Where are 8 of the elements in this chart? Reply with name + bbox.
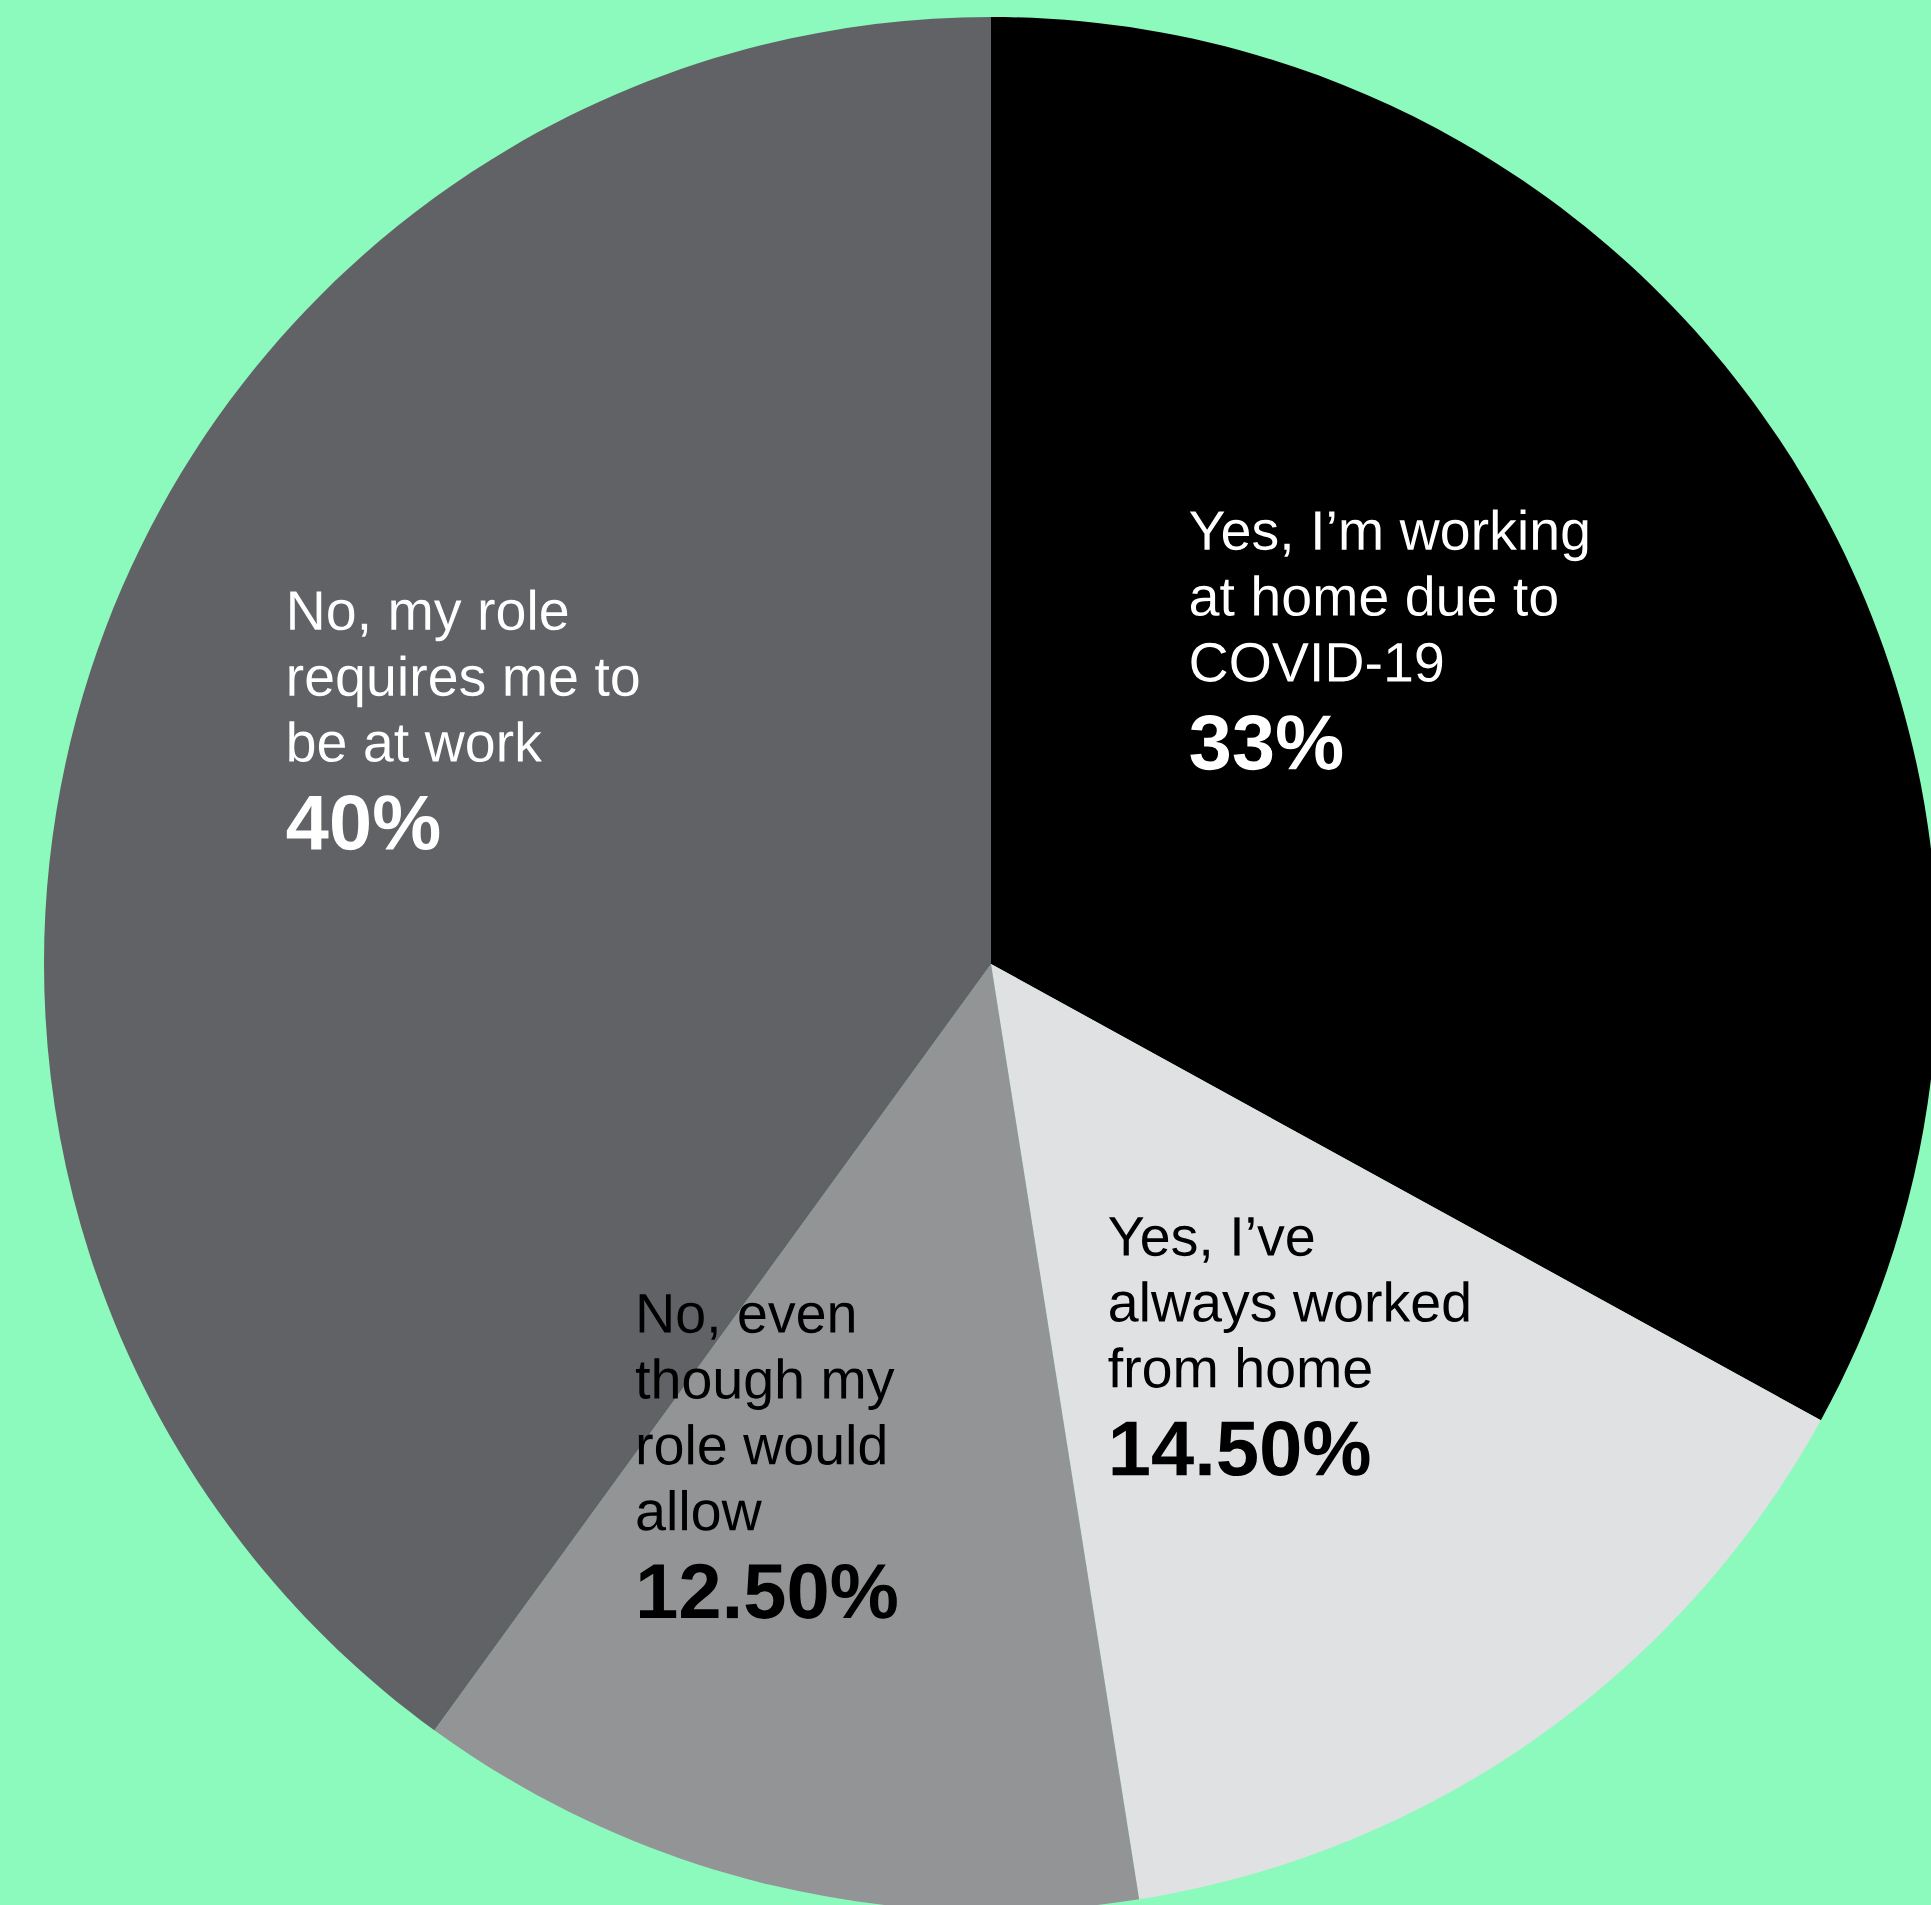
slice-label: No, even though my role would allow — [635, 1294, 895, 1531]
data-label: 12.50% — [639, 1563, 897, 1619]
data-label: 40% — [286, 795, 440, 851]
slice-label: No, my role requires me to be at work — [289, 589, 639, 763]
data-label: 33% — [1190, 715, 1343, 771]
slice-label: Yes, I’m working at home due to COVID-19 — [1189, 509, 1588, 682]
slice-label: Yes, I’ve always worked from home — [1108, 1217, 1469, 1388]
data-label: 14.50% — [1112, 1420, 1370, 1476]
